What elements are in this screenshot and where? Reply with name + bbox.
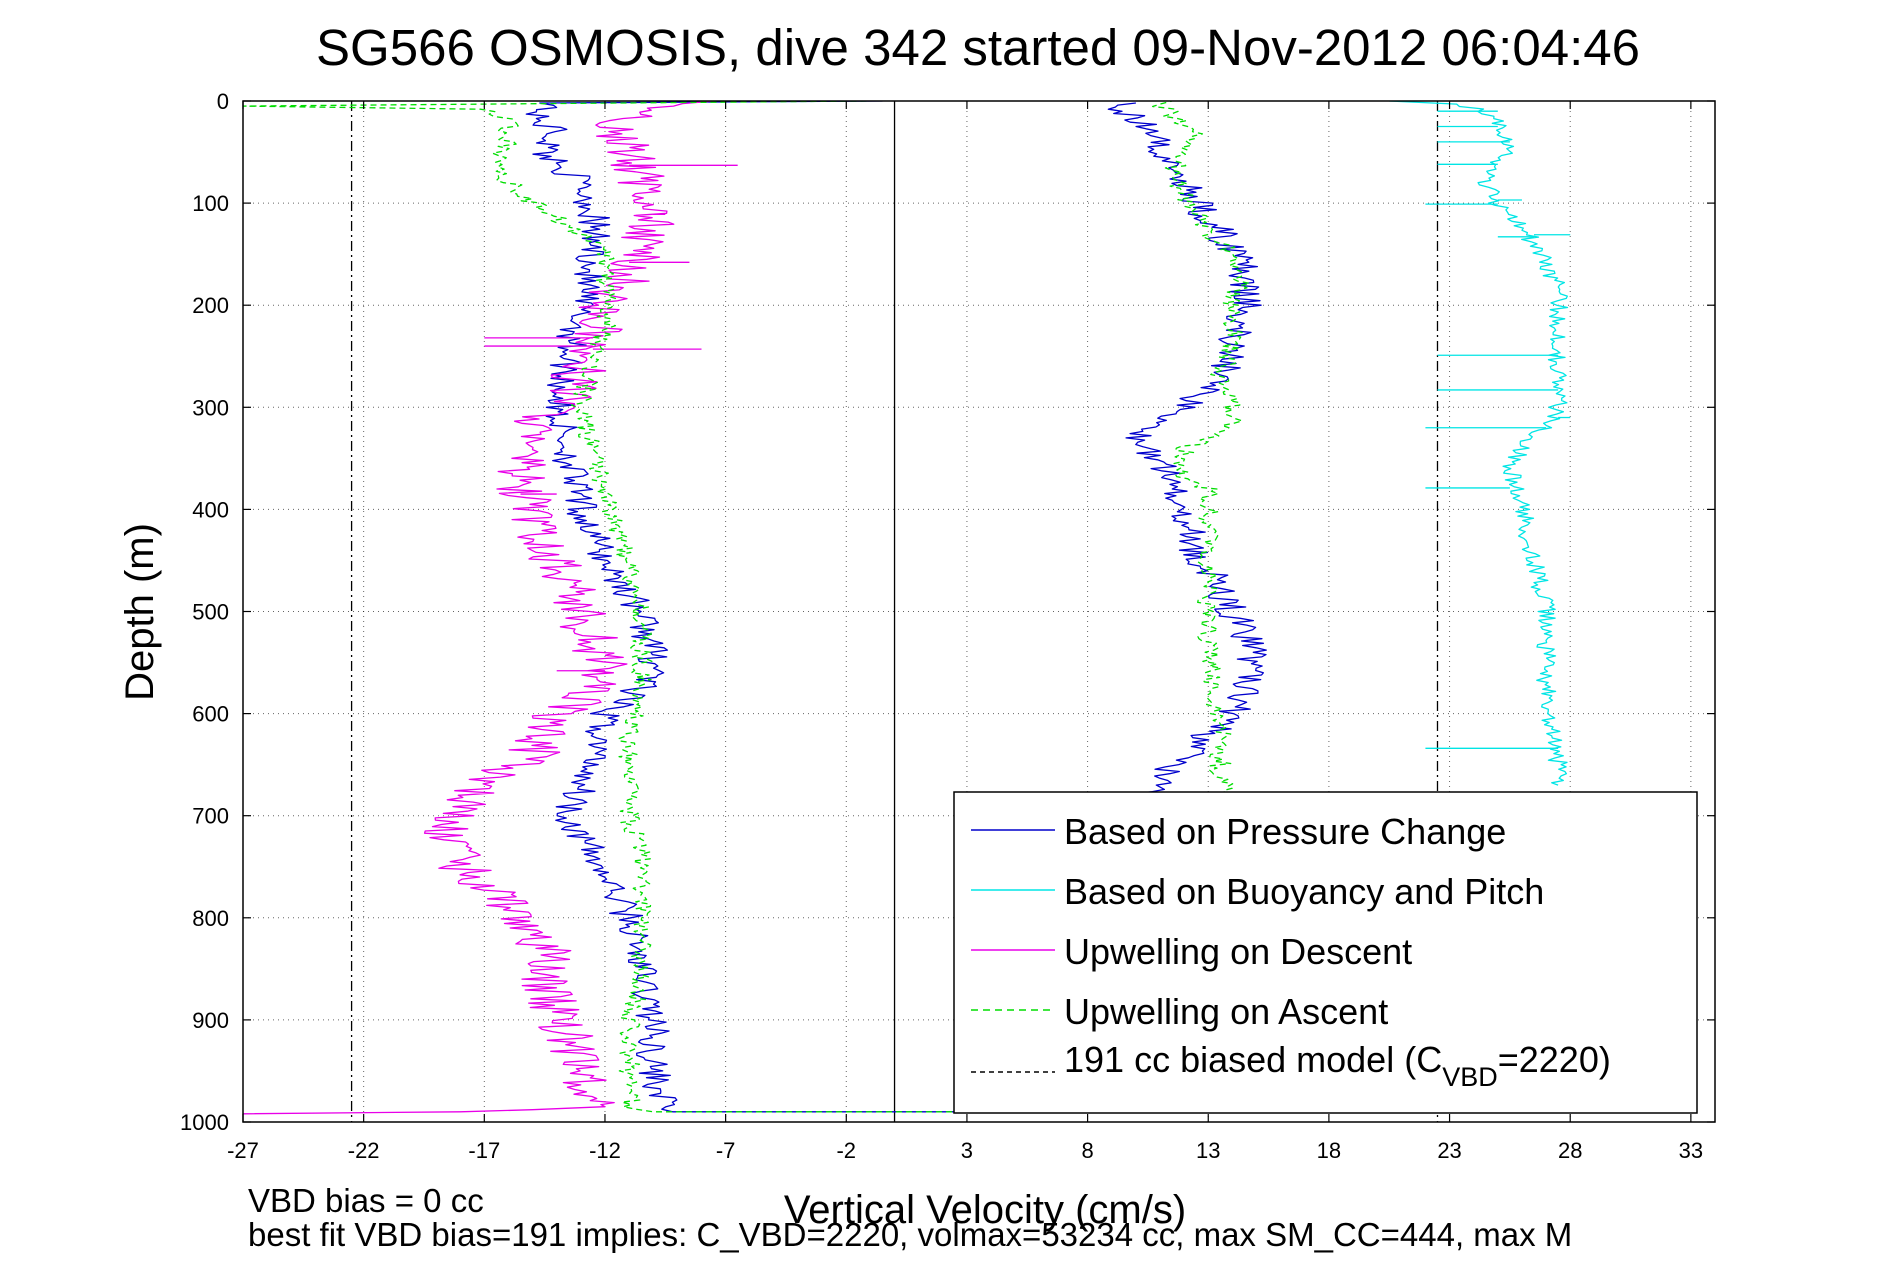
legend-model-subscript: VBD xyxy=(1442,1062,1498,1092)
y-tick-label: 1000 xyxy=(180,1110,229,1135)
x-axis-label: Vertical Velocity (cm/s) xyxy=(784,1188,1186,1232)
reference-lines xyxy=(350,101,1439,1122)
x-tick-label: 33 xyxy=(1679,1138,1703,1163)
x-tick-label: 8 xyxy=(1081,1138,1093,1163)
series-line-upwelling-on-descent xyxy=(243,101,715,1115)
chart-title: SG566 OSMOSIS, dive 342 started 09-Nov-2… xyxy=(316,19,1640,76)
x-tick-label: -2 xyxy=(836,1138,856,1163)
x-tick-label: -12 xyxy=(589,1138,621,1163)
series-line-based-on-pressure-change xyxy=(525,101,1267,1113)
y-tick-label: 200 xyxy=(192,293,229,318)
legend-model-prefix: 191 cc biased model (C xyxy=(1064,1039,1442,1080)
legend-label-model: 191 cc biased model (CVBD=2220) xyxy=(1064,1039,1611,1092)
legend-model-suffix: =2220) xyxy=(1498,1039,1611,1080)
x-tick-label: 3 xyxy=(961,1138,973,1163)
axis-ticks: -27 -22 -17 -12 -7 -2 3 8 13 18 23 28 33 0 100 200 300 40… xyxy=(180,89,1715,1163)
x-tick-label: -27 xyxy=(227,1138,259,1163)
y-tick-label: 900 xyxy=(192,1008,229,1033)
legend-label-pressure: Based on Pressure Change xyxy=(1064,811,1506,852)
series-line-based-on-buoyancy-and-pitch xyxy=(1389,101,1569,786)
y-axis-label: Depth (m) xyxy=(118,523,162,701)
y-tick-label: 600 xyxy=(192,702,229,727)
y-tick-label: 100 xyxy=(192,191,229,216)
footer-line-1: VBD bias = 0 cc xyxy=(248,1182,484,1219)
legend-label-buoyancy: Based on Buoyancy and Pitch xyxy=(1064,871,1544,912)
x-tick-label: 18 xyxy=(1317,1138,1341,1163)
legend-box xyxy=(953,791,1698,1114)
legend: Based on Pressure Change Based on Buoyan… xyxy=(953,791,1698,1114)
legend-label-ascent: Upwelling on Ascent xyxy=(1064,991,1388,1032)
legend-label-descent: Upwelling on Descent xyxy=(1064,931,1412,972)
y-tick-label: 700 xyxy=(192,804,229,829)
y-tick-label: 0 xyxy=(217,89,229,114)
x-tick-label: 28 xyxy=(1558,1138,1582,1163)
x-tick-label: -22 xyxy=(348,1138,380,1163)
x-tick-label: 13 xyxy=(1196,1138,1220,1163)
footer-line-2: best fit VBD bias=191 implies: C_VBD=222… xyxy=(248,1216,1572,1253)
y-tick-label: 300 xyxy=(192,395,229,420)
x-tick-label: 23 xyxy=(1437,1138,1461,1163)
x-tick-label: -17 xyxy=(468,1138,500,1163)
x-tick-label: -7 xyxy=(716,1138,736,1163)
y-tick-label: 500 xyxy=(192,600,229,625)
y-tick-label: 400 xyxy=(192,497,229,522)
y-tick-label: 800 xyxy=(192,906,229,931)
